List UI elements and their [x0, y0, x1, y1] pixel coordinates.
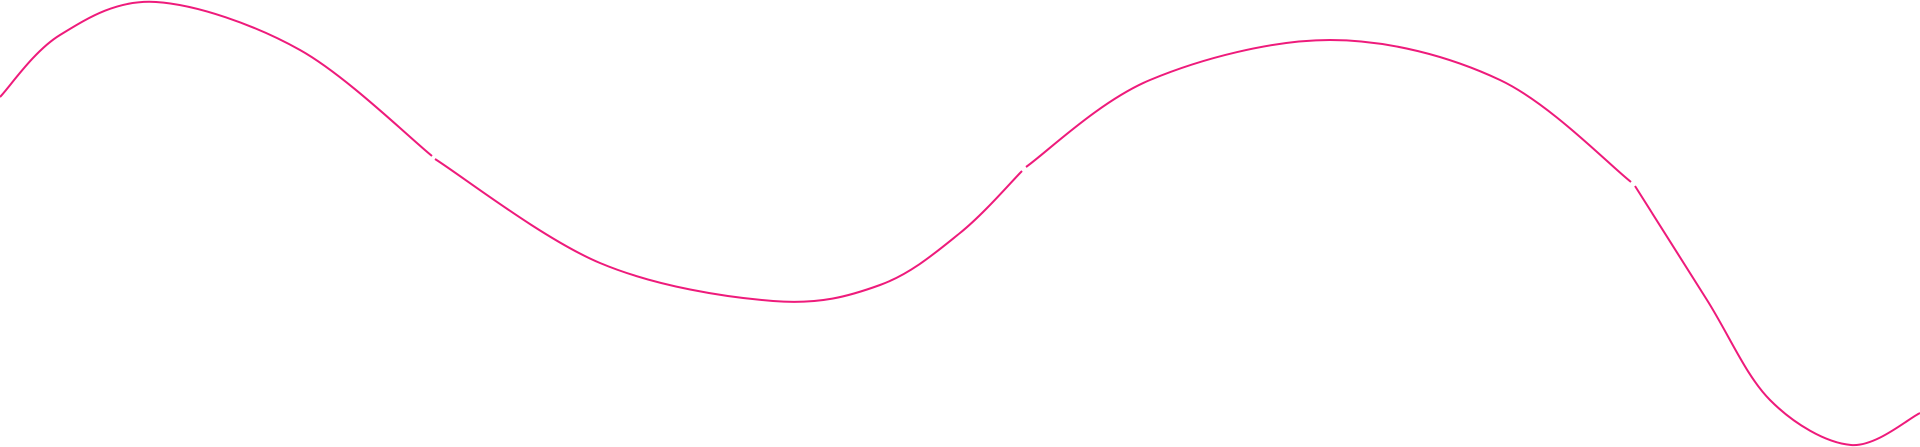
- wave-segment-2: [434, 158, 1023, 303]
- wave-segment-4: [1634, 185, 1920, 447]
- wave-segment-3: [1025, 38, 1632, 183]
- wave-segment-1: [0, 0, 433, 157]
